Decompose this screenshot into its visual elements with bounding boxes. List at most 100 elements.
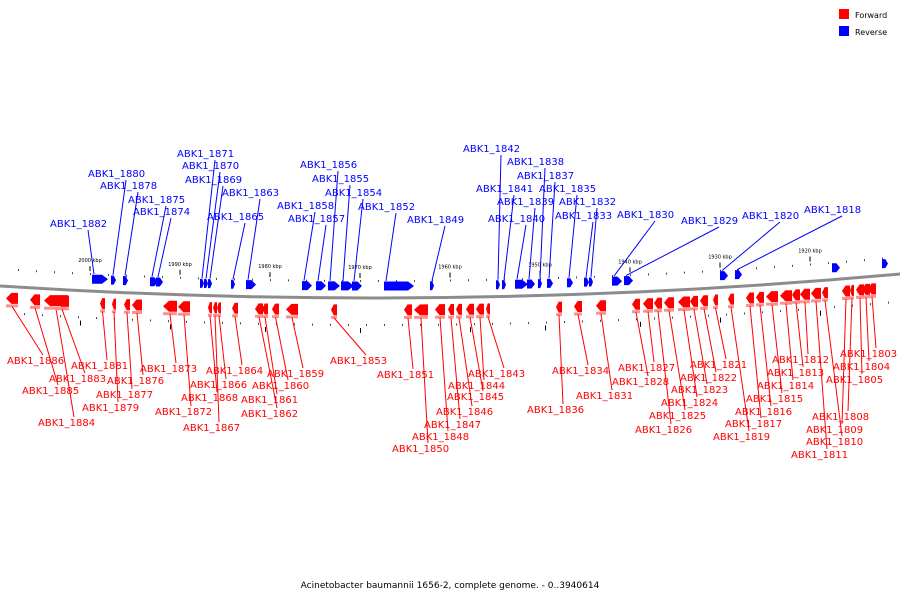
reverse-gene-label[interactable]: ABK1_1880 — [88, 169, 145, 180]
forward-gene-abk1-1821[interactable] — [713, 294, 718, 306]
reverse-gene-label[interactable]: ABK1_1856 — [300, 160, 357, 171]
forward-gene-label[interactable]: ABK1_1803 — [840, 349, 897, 360]
reverse-gene-abk1-1882[interactable] — [92, 274, 108, 284]
reverse-gene-label[interactable]: ABK1_1870 — [182, 161, 239, 172]
reverse-gene-label[interactable]: ABK1_1833 — [555, 211, 612, 222]
forward-gene-label[interactable]: ABK1_1821 — [690, 360, 747, 371]
reverse-gene-label[interactable]: ABK1_1839 — [497, 197, 554, 208]
forward-gene-abk1-1848[interactable] — [435, 304, 445, 316]
forward-gene-abk1-1816[interactable] — [756, 291, 764, 303]
reverse-gene-abk1-1852[interactable] — [384, 281, 414, 291]
reverse-gene-label[interactable]: ABK1_1820 — [742, 211, 799, 222]
reverse-gene-abk1-1842[interactable] — [496, 280, 500, 290]
forward-gene-label[interactable]: ABK1_1819 — [713, 432, 770, 443]
reverse-gene-abk1-1870[interactable] — [204, 279, 208, 289]
forward-gene-abk1-1862[interactable] — [255, 303, 263, 315]
forward-gene-label[interactable]: ABK1_1836 — [527, 405, 584, 416]
forward-gene-abk1-1873[interactable] — [163, 300, 177, 312]
forward-gene-abk1-1872[interactable] — [178, 301, 190, 313]
forward-gene-label[interactable]: ABK1_1877 — [96, 390, 153, 401]
forward-gene-abk1-1846[interactable] — [456, 303, 462, 315]
reverse-gene-label[interactable]: ABK1_1829 — [681, 216, 738, 227]
reverse-gene-abk1-1840[interactable] — [515, 279, 528, 289]
reverse-gene-label[interactable]: ABK1_1842 — [463, 144, 520, 155]
forward-gene-label[interactable]: ABK1_1822 — [680, 373, 737, 384]
reverse-gene-abk1-1858[interactable] — [302, 281, 312, 291]
reverse-gene-label[interactable]: ABK1_1878 — [100, 181, 157, 192]
forward-gene-abk1-1866[interactable] — [217, 302, 221, 314]
forward-gene-label[interactable]: ABK1_1881 — [71, 361, 128, 372]
forward-gene-abk1-1876[interactable] — [132, 299, 142, 311]
reverse-gene-abk1-1863[interactable] — [246, 280, 256, 290]
forward-gene-label[interactable]: ABK1_1808 — [812, 412, 869, 423]
forward-gene-abk1-1843[interactable] — [486, 303, 490, 315]
forward-gene-abk1-1813[interactable] — [792, 289, 800, 301]
reverse-gene-abk1-1855[interactable] — [341, 281, 354, 291]
forward-gene-abk1-1861[interactable] — [262, 303, 268, 315]
forward-gene-abk1-1850[interactable] — [414, 304, 428, 316]
forward-gene-abk1-1809[interactable] — [842, 285, 850, 297]
forward-gene-label[interactable]: ABK1_1861 — [241, 395, 298, 406]
forward-gene-abk1-1814[interactable] — [780, 290, 792, 302]
forward-gene-label[interactable]: ABK1_1885 — [22, 386, 79, 397]
reverse-gene-abk1-1818[interactable] — [735, 270, 742, 280]
forward-gene-label[interactable]: ABK1_1823 — [671, 385, 728, 396]
forward-gene-abk1-1811[interactable] — [811, 287, 821, 299]
reverse-gene-abk1-1839[interactable] — [527, 279, 535, 289]
forward-gene-abk1-1826[interactable] — [654, 297, 662, 309]
forward-gene-abk1-1822[interactable] — [700, 295, 708, 307]
reverse-gene-abk1-1854[interactable] — [352, 281, 362, 291]
forward-gene-abk1-1831[interactable] — [596, 300, 606, 312]
forward-gene-label[interactable]: ABK1_1862 — [241, 409, 298, 420]
reverse-gene-abk1-1807[interactable] — [832, 263, 840, 273]
reverse-gene-abk1-1830[interactable] — [612, 276, 622, 286]
forward-gene-abk1-1819[interactable] — [728, 293, 734, 305]
forward-gene-label[interactable]: ABK1_1813 — [767, 368, 824, 379]
forward-gene-abk1-1881[interactable] — [100, 298, 105, 310]
forward-gene-label[interactable]: ABK1_1864 — [206, 366, 263, 377]
reverse-gene-label[interactable]: ABK1_1854 — [325, 188, 382, 199]
forward-gene-label[interactable]: ABK1_1816 — [735, 407, 792, 418]
forward-gene-abk1-1844[interactable] — [476, 303, 484, 315]
forward-gene-abk1-1879[interactable] — [112, 298, 116, 310]
reverse-gene-label[interactable]: ABK1_1858 — [277, 201, 334, 212]
forward-gene-abk1-1823[interactable] — [690, 295, 698, 307]
forward-gene-label[interactable]: ABK1_1843 — [468, 369, 525, 380]
reverse-gene-label[interactable]: ABK1_1838 — [507, 157, 564, 168]
forward-gene-abk1-1817[interactable] — [746, 292, 754, 304]
forward-gene-label[interactable]: ABK1_1814 — [757, 381, 814, 392]
forward-gene-abk1-1812[interactable] — [800, 288, 810, 300]
reverse-gene-label[interactable]: ABK1_1830 — [617, 210, 674, 221]
forward-gene-label[interactable]: ABK1_1812 — [772, 355, 829, 366]
forward-gene-abk1-1853[interactable] — [331, 304, 337, 316]
reverse-gene-abk1-1806[interactable] — [882, 259, 888, 269]
forward-gene-label[interactable]: ABK1_1827 — [618, 363, 675, 374]
forward-gene-label[interactable]: ABK1_1810 — [806, 437, 863, 448]
forward-gene-label[interactable]: ABK1_1817 — [725, 419, 782, 430]
forward-gene-abk1-1805[interactable] — [856, 284, 864, 296]
reverse-gene-label[interactable]: ABK1_1849 — [407, 215, 464, 226]
forward-gene-label[interactable]: ABK1_1873 — [140, 364, 197, 375]
reverse-gene-abk1-1874[interactable] — [156, 277, 163, 287]
reverse-gene-label[interactable]: ABK1_1841 — [476, 184, 533, 195]
reverse-gene-label[interactable]: ABK1_1869 — [185, 175, 242, 186]
forward-gene-label[interactable]: ABK1_1866 — [190, 380, 247, 391]
reverse-gene-abk1-1878[interactable] — [123, 276, 128, 286]
forward-gene-label[interactable]: ABK1_1850 — [392, 444, 449, 455]
forward-gene-abk1-1824[interactable] — [678, 296, 690, 308]
reverse-gene-label[interactable]: ABK1_1818 — [804, 205, 861, 216]
reverse-gene-label[interactable]: ABK1_1832 — [559, 197, 616, 208]
forward-gene-label[interactable]: ABK1_1831 — [576, 391, 633, 402]
reverse-gene-label[interactable]: ABK1_1840 — [488, 214, 545, 225]
forward-gene-abk1-1845[interactable] — [466, 303, 474, 315]
forward-gene-label[interactable]: ABK1_1834 — [552, 366, 609, 377]
reverse-gene-abk1-1871[interactable] — [200, 278, 204, 288]
forward-gene-label[interactable]: ABK1_1886 — [7, 356, 64, 367]
reverse-gene-abk1-1837[interactable] — [547, 278, 553, 288]
reverse-gene-abk1-1841[interactable] — [502, 280, 506, 290]
forward-gene-abk1-1851[interactable] — [404, 304, 412, 316]
reverse-gene-abk1-1869[interactable] — [208, 279, 212, 289]
reverse-gene-label[interactable]: ABK1_1837 — [517, 171, 574, 182]
reverse-gene-abk1-1838[interactable] — [538, 279, 542, 289]
forward-gene-abk1-1808[interactable] — [850, 284, 854, 296]
